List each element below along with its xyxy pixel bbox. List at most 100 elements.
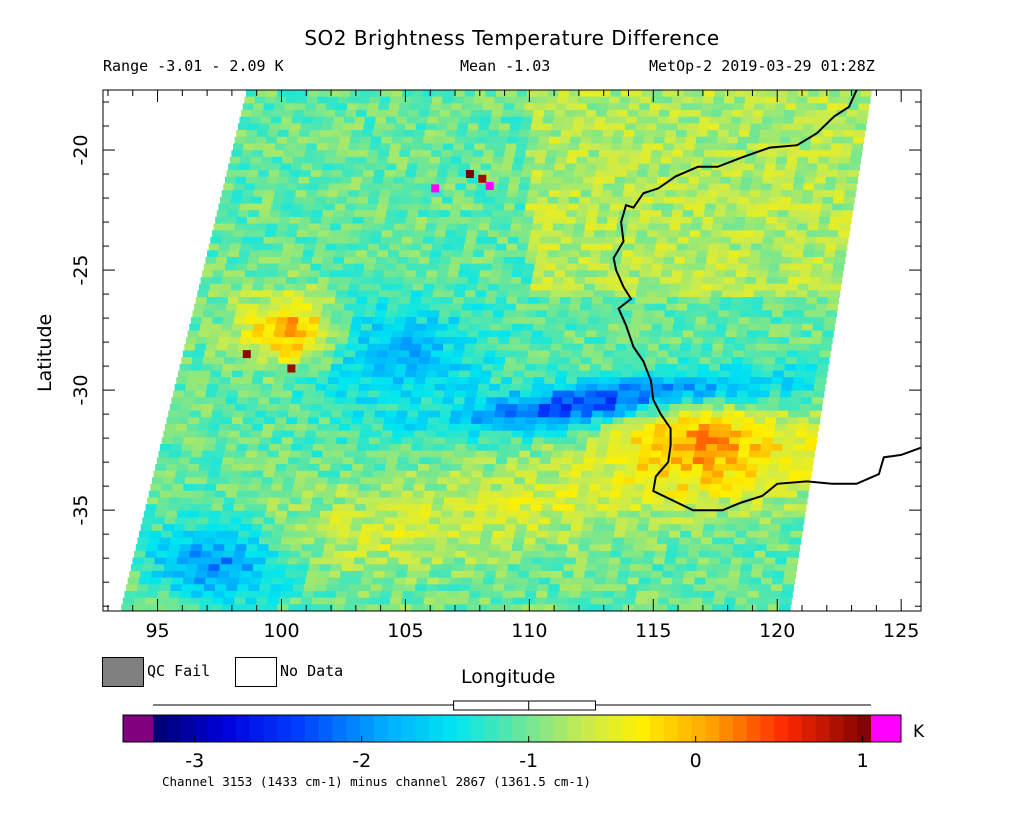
heatmap-cell bbox=[742, 557, 754, 565]
heatmap-cell bbox=[303, 110, 315, 118]
heatmap-cell bbox=[459, 530, 471, 539]
heatmap-cell bbox=[704, 90, 716, 98]
heatmap-cell bbox=[229, 290, 241, 298]
heatmap-cell bbox=[260, 203, 272, 211]
heatmap-cell bbox=[670, 337, 682, 345]
heatmap-cell bbox=[839, 223, 851, 231]
heatmap-cell bbox=[567, 604, 579, 611]
heatmap-cell bbox=[421, 343, 433, 352]
heatmap-cell bbox=[699, 176, 711, 185]
heatmap-cell bbox=[643, 310, 655, 318]
heatmap-cell bbox=[706, 504, 719, 512]
heatmap-cell bbox=[781, 190, 793, 198]
heatmap-cell bbox=[689, 170, 701, 178]
heatmap-cell bbox=[823, 323, 835, 332]
heatmap-cell bbox=[415, 423, 427, 432]
heatmap-cell bbox=[749, 130, 761, 138]
heatmap-cell bbox=[605, 223, 618, 231]
heatmap-cell bbox=[206, 430, 219, 438]
heatmap-cell bbox=[425, 223, 437, 231]
heatmap-cell bbox=[452, 96, 464, 104]
heatmap-cell bbox=[659, 277, 672, 285]
heatmap-cell bbox=[279, 397, 292, 405]
colorbar-segment bbox=[581, 715, 596, 742]
heatmap-cell bbox=[370, 530, 383, 539]
heatmap-cell bbox=[372, 223, 384, 231]
heatmap-cell bbox=[586, 323, 599, 332]
heatmap-cell bbox=[726, 323, 739, 332]
heatmap-cell bbox=[594, 457, 606, 465]
heatmap-cell bbox=[651, 444, 664, 452]
heatmap-cell bbox=[483, 410, 495, 418]
heatmap-cell bbox=[446, 484, 459, 492]
heatmap-cell bbox=[792, 517, 805, 525]
heatmap-cell bbox=[407, 256, 420, 265]
coastline bbox=[612, 90, 921, 512]
heatmap-cell bbox=[550, 183, 562, 191]
heatmap-cell bbox=[414, 430, 426, 438]
heatmap-cell bbox=[672, 150, 684, 158]
heatmap-cell bbox=[403, 377, 416, 385]
heatmap-cell bbox=[376, 156, 389, 165]
heatmap-cell bbox=[475, 450, 487, 458]
heatmap-cell bbox=[514, 417, 527, 425]
heatmap-cell bbox=[765, 156, 777, 165]
heatmap-cell bbox=[748, 450, 761, 458]
heatmap-cell bbox=[542, 444, 554, 452]
heatmap-cell bbox=[577, 96, 589, 104]
heatmap-cell bbox=[371, 277, 383, 285]
heatmap-cell bbox=[159, 537, 172, 545]
heatmap-cell bbox=[548, 524, 561, 532]
heatmap-cell bbox=[452, 510, 464, 519]
heatmap-cell bbox=[430, 403, 442, 412]
heatmap-cell bbox=[315, 290, 327, 298]
heatmap-cell bbox=[524, 537, 536, 545]
heatmap-cell bbox=[494, 464, 507, 472]
heatmap-cell bbox=[315, 196, 327, 205]
heatmap-cell bbox=[527, 243, 539, 251]
heatmap-cell bbox=[410, 196, 422, 205]
heatmap-cell bbox=[598, 317, 611, 325]
heatmap-cell bbox=[428, 310, 440, 318]
heatmap-cell bbox=[687, 550, 700, 559]
heatmap-cell bbox=[312, 116, 324, 124]
heatmap-cell bbox=[459, 584, 472, 592]
heatmap-cell bbox=[275, 277, 287, 285]
heatmap-cell bbox=[542, 116, 554, 124]
heatmap-cell bbox=[564, 110, 576, 118]
heatmap-cell bbox=[600, 363, 613, 372]
heatmap-cell bbox=[483, 464, 496, 472]
heatmap-cell bbox=[418, 256, 430, 265]
heatmap-cell bbox=[677, 123, 689, 131]
heatmap-cell bbox=[561, 577, 573, 585]
colorbar-segment bbox=[442, 715, 458, 742]
heatmap-cell bbox=[641, 263, 653, 271]
heatmap-cell bbox=[702, 530, 714, 539]
colorbar-segment bbox=[636, 715, 651, 742]
heatmap-cell bbox=[728, 250, 740, 258]
heatmap-cell bbox=[396, 464, 408, 472]
heatmap-cell bbox=[525, 417, 538, 425]
heatmap-cell bbox=[356, 297, 368, 305]
heatmap-cell bbox=[205, 343, 218, 352]
heatmap-cell bbox=[457, 484, 470, 492]
heatmap-cell bbox=[749, 444, 762, 452]
heatmap-cell bbox=[343, 210, 356, 218]
heatmap-cell bbox=[254, 604, 267, 611]
heatmap-cell bbox=[392, 584, 405, 592]
heatmap-cell bbox=[292, 343, 304, 352]
heatmap-cell bbox=[384, 216, 396, 225]
heatmap-cell bbox=[546, 256, 558, 265]
heatmap-cell bbox=[387, 557, 400, 565]
heatmap-cell bbox=[360, 477, 372, 485]
heatmap-cell bbox=[269, 397, 281, 405]
heatmap-cell bbox=[351, 176, 363, 185]
heatmap-cell bbox=[494, 96, 506, 104]
heatmap-cell bbox=[640, 504, 653, 512]
heatmap-cell bbox=[730, 557, 743, 565]
heatmap-cell bbox=[534, 544, 546, 552]
heatmap-cell bbox=[244, 317, 256, 325]
heatmap-cell bbox=[780, 196, 792, 205]
heatmap-cell bbox=[165, 510, 178, 519]
heatmap-cell bbox=[816, 170, 828, 178]
